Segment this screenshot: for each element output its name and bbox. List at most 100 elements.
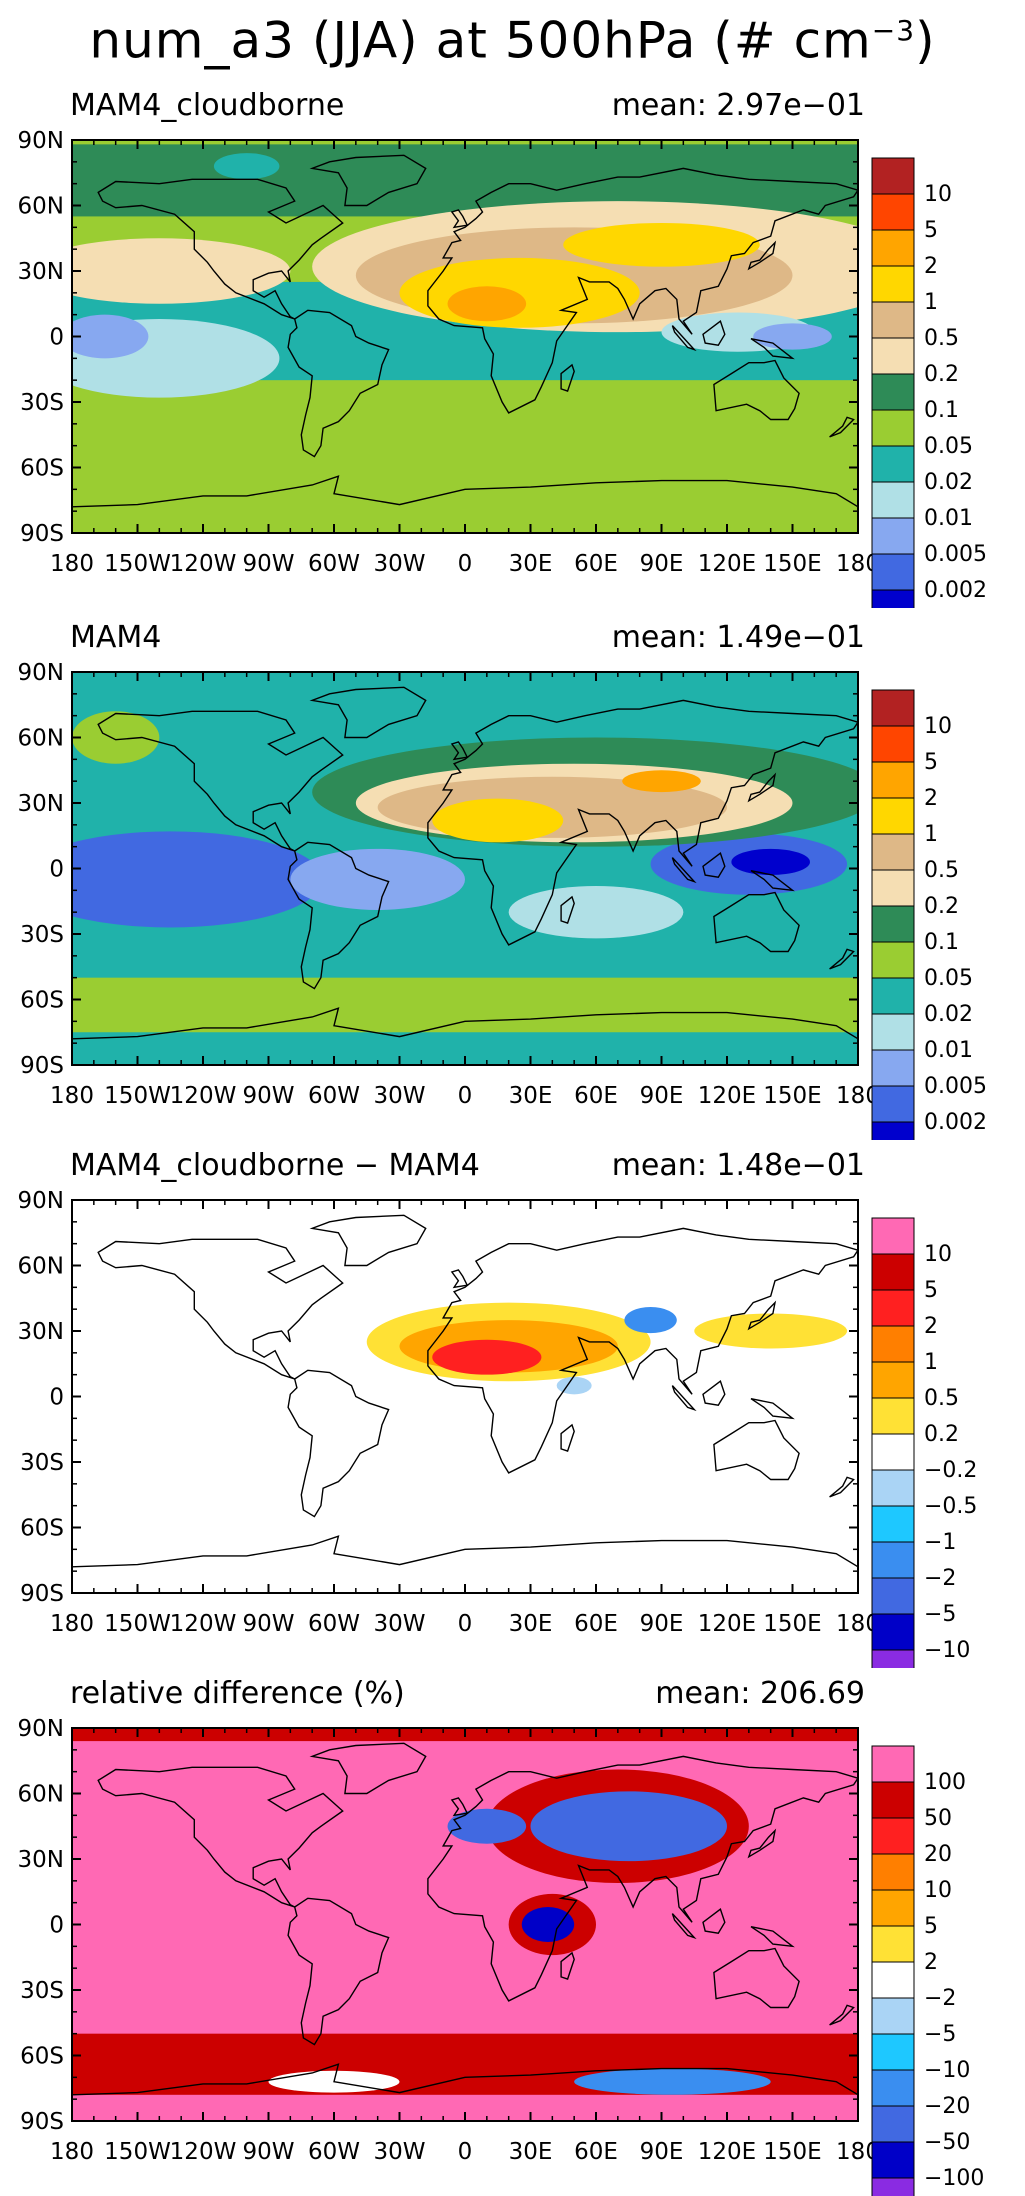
colorbar-label: 0.01 <box>924 1038 973 1063</box>
eurasia-africa-outline <box>427 167 858 414</box>
colorbar-label: 1 <box>924 822 938 847</box>
colorbar-label: 10 <box>924 182 952 207</box>
lat-label: 60S <box>20 456 64 482</box>
colorbar-label: 5 <box>924 218 938 243</box>
panel-relative-difference: relative difference (%) mean: 206.69 90N… <box>0 1676 1025 2196</box>
colorbar-label: −0.2 <box>924 1458 977 1483</box>
sumatra-outline <box>671 1913 697 1940</box>
colorbar-label: 0.2 <box>924 362 959 387</box>
lon-label: 60W <box>308 551 360 577</box>
field-region-maritime-core <box>753 323 832 350</box>
colorbar-swatch <box>871 2069 915 2107</box>
north-america-outline <box>97 1766 344 1908</box>
borneo-outline <box>702 320 726 346</box>
panel-title: relative difference (%) <box>70 1676 405 1711</box>
colorbar-swatch <box>871 689 915 727</box>
panel-mean: mean: 206.69 <box>655 1676 865 1711</box>
lon-label: 120E <box>698 1611 756 1637</box>
japan-outline <box>747 1828 777 1859</box>
lon-label: 150W <box>104 2139 171 2165</box>
colorbar-swatch <box>871 905 915 943</box>
greenland-outline <box>309 1742 427 1795</box>
colorbar-label: −5 <box>924 1602 956 1627</box>
lon-label: 90W <box>242 2139 294 2165</box>
madagascar-outline <box>560 1423 575 1452</box>
lon-label: 30W <box>373 1611 425 1637</box>
panel-mean: mean: 2.97e−01 <box>611 88 865 123</box>
field-region-pacific <box>72 238 291 304</box>
sumatra-outline <box>671 857 697 884</box>
lon-label: 90W <box>242 1083 294 1109</box>
new-guinea-outline <box>750 338 795 360</box>
contour-field <box>72 1728 858 2121</box>
colorbar-swatch <box>871 1541 915 1579</box>
field-region-indian <box>508 885 684 939</box>
lon-label: 0 <box>458 1083 473 1109</box>
field-region-maritime-core <box>731 848 810 876</box>
lon-label: 60E <box>574 551 618 577</box>
lon-label: 90W <box>242 551 294 577</box>
panel-title: MAM4_cloudborne <box>70 88 345 123</box>
lat-label: 30N <box>18 1847 64 1873</box>
lon-label: 150W <box>104 1083 171 1109</box>
colorbar-swatch <box>871 941 915 979</box>
field-region-negative-small <box>556 1376 592 1395</box>
madagascar-outline <box>560 363 575 392</box>
new-zealand-outline <box>829 416 855 438</box>
lon-label: 30E <box>509 2139 553 2165</box>
field-region-west-pacific <box>72 314 149 359</box>
australia-outline <box>713 359 800 421</box>
colorbar-label: 0.5 <box>924 858 959 883</box>
lon-label: 180 <box>50 1083 94 1109</box>
colorbar-label: 2 <box>924 786 938 811</box>
coastlines <box>72 1742 858 2121</box>
south-america-outline <box>287 1897 390 2046</box>
colorbar-label: 2 <box>924 1314 938 1339</box>
contour-field <box>72 672 858 1065</box>
colorbar-label: 10 <box>924 1878 952 1903</box>
field-region-east-pacific <box>72 831 324 928</box>
australia-outline <box>713 1947 800 2009</box>
panel-title: MAM4_cloudborne − MAM4 <box>70 1148 480 1183</box>
lat-label: 60N <box>18 194 64 220</box>
contour-field <box>72 1200 858 1593</box>
colorbar-swatch <box>871 1433 915 1471</box>
figure-title: num_a3 (JJA) at 500hPa (# cm−3) <box>0 0 1025 72</box>
lon-label: 180 <box>50 1611 94 1637</box>
colorbar-label: −5 <box>924 2022 956 2047</box>
colorbar-swatch <box>871 1613 915 1651</box>
colorbar-label: 0.05 <box>924 434 973 459</box>
colorbar-label: −1 <box>924 1530 956 1555</box>
colorbar-label: 1 <box>924 1350 938 1375</box>
lat-label: 60N <box>18 1782 64 1808</box>
lat-label: 30S <box>20 922 64 948</box>
borneo-outline <box>702 1908 726 1934</box>
colorbar-swatch <box>871 517 915 555</box>
colorbar-swatch <box>871 1289 915 1327</box>
colorbar-label: −50 <box>924 2130 970 2155</box>
colorbar-swatch <box>871 2177 915 2196</box>
panel-mam4: MAM4 mean: 1.49e−01 90N 60N 30N 0 30S 60S 90S 1… <box>0 620 1025 1140</box>
lon-label: 90E <box>640 2139 684 2165</box>
field-region-eurasia-core <box>530 1791 727 1862</box>
colorbar-label: 5 <box>924 750 938 775</box>
colorbar-swatch <box>871 1253 915 1291</box>
colorbar: 10 5 2 1 0.5 0.2 0.1 0.05 0.02 0.01 0.005 0.002 <box>871 157 987 608</box>
panel-mean: mean: 1.49e−01 <box>611 620 865 655</box>
eurasia-africa-outline <box>427 699 858 946</box>
colorbar-swatch <box>871 1781 915 1819</box>
panel-title: MAM4 <box>70 620 162 655</box>
colorbar-swatch <box>871 977 915 1015</box>
colorbar-swatch <box>871 1853 915 1891</box>
panel-mean: mean: 1.48e−01 <box>611 1148 865 1183</box>
field-band-north <box>72 144 858 217</box>
colorbar-label: 5 <box>924 1278 938 1303</box>
colorbar-label: 0.002 <box>924 578 987 603</box>
lat-label: 90S <box>20 521 64 547</box>
lat-label: 60S <box>20 988 64 1014</box>
sumatra-outline <box>671 325 697 352</box>
colorbar: 10 5 2 1 0.5 0.2 0.1 0.05 0.02 0.01 0.005 0.002 <box>871 689 987 1140</box>
madagascar-outline <box>560 1951 575 1980</box>
panel-mam4-cloudborne: MAM4_cloudborne mean: 2.97e−01 90N 60N 30N… <box>0 88 1025 608</box>
